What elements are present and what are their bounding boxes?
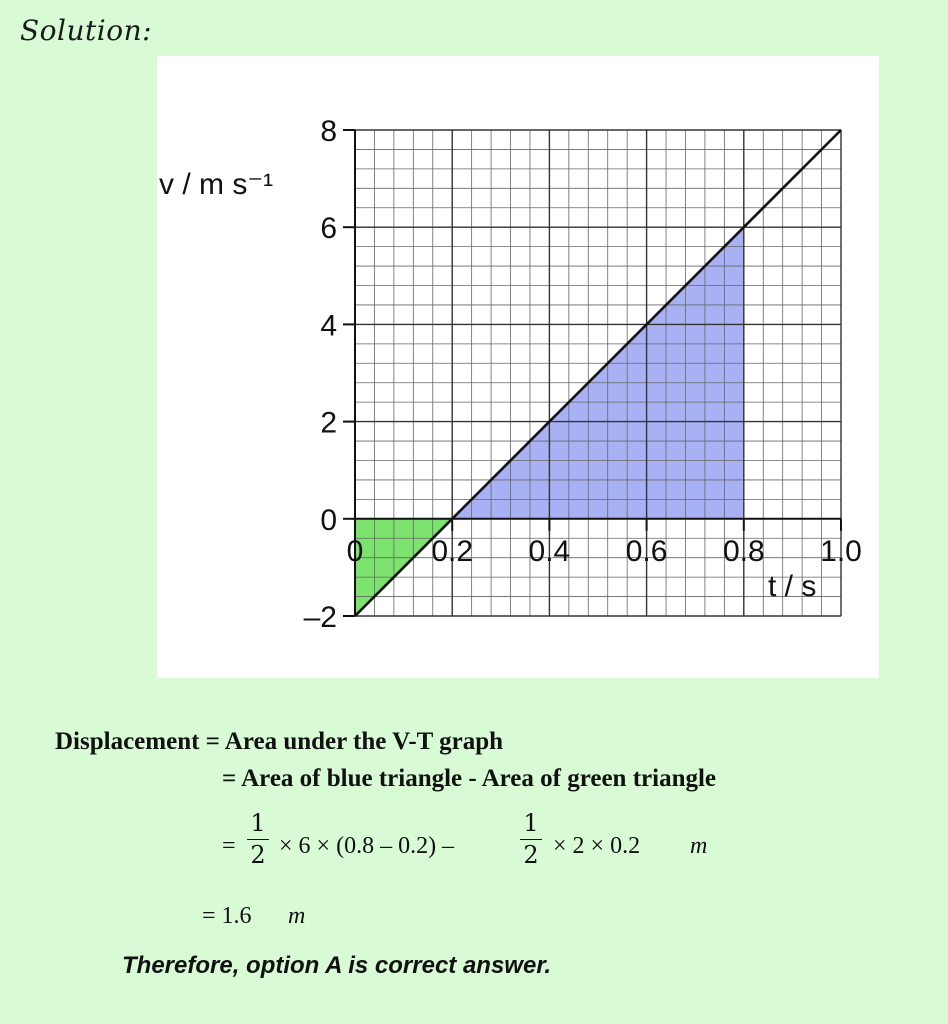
- fraction-half-1: 1 2: [247, 810, 269, 868]
- y-tick-label: 4: [320, 309, 337, 342]
- conclusion-text: Therefore, option A is correct answer.: [122, 952, 551, 979]
- result-value: = 1.6: [202, 903, 252, 929]
- solution-heading: Solution:: [20, 14, 153, 47]
- solution-line-2: = Area of blue triangle - Area of green …: [222, 765, 717, 792]
- result-unit: m: [288, 903, 306, 929]
- velocity-time-chart: –2 0 2 4 6 8 0 0.2 0.4 0.6 0.8 1.0 v / m s⁻¹ t / s: [157, 56, 879, 678]
- fraction-numerator: 1: [250, 809, 266, 837]
- y-tick-label: 8: [320, 115, 337, 148]
- equals-sign: =: [222, 833, 236, 859]
- y-tick-label: 6: [320, 212, 337, 245]
- fraction-denominator: 2: [523, 841, 539, 869]
- x-axis-label: t / s: [768, 570, 816, 603]
- unit-m: m: [690, 833, 708, 859]
- x-tick-label: 0.4: [529, 535, 571, 568]
- y-axis-label: v / m s⁻¹: [159, 168, 273, 201]
- x-tick-label: 0.6: [626, 535, 668, 568]
- y-tick-label: 0: [320, 504, 337, 537]
- x-tick-label: 0.2: [431, 535, 473, 568]
- solution-line-1: Displacement = Area under the V-T graph: [55, 728, 504, 755]
- y-tick-label: –2: [304, 601, 337, 634]
- fraction-denominator: 2: [250, 841, 266, 869]
- fraction-bar: [520, 839, 542, 840]
- x-tick-label: 0: [347, 535, 364, 568]
- fraction-half-2: 1 2: [520, 810, 542, 868]
- area-green-expression: × 2 × 0.2: [553, 833, 641, 859]
- x-tick-label: 1.0: [820, 535, 862, 568]
- y-tick-label: 2: [320, 407, 337, 440]
- fraction-bar: [247, 839, 269, 840]
- x-tick-label: 0.8: [723, 535, 765, 568]
- fraction-numerator: 1: [523, 809, 539, 837]
- velocity-line: [354, 129, 842, 617]
- area-blue-expression: × 6 × (0.8 – 0.2) –: [279, 833, 455, 859]
- chart-svg: –2 0 2 4 6 8 0 0.2 0.4 0.6 0.8 1.0 v / m s⁻¹ t / s: [159, 115, 862, 634]
